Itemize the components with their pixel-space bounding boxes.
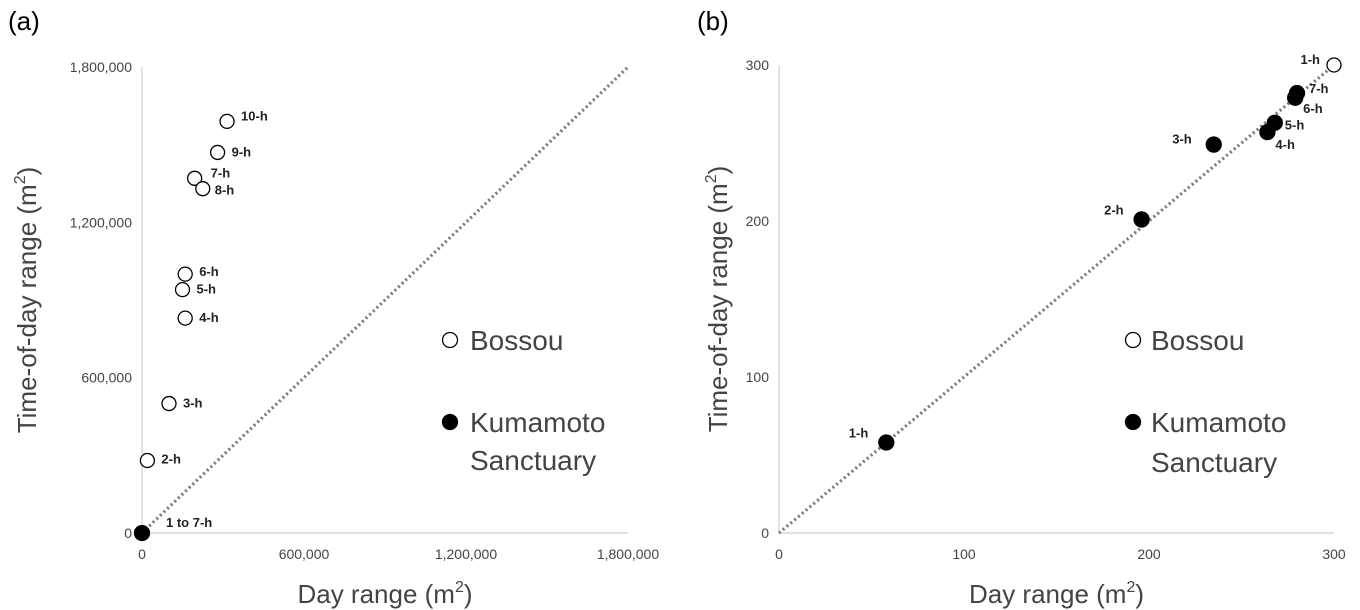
y-axis-title: Time-of-day range (m2) — [703, 166, 733, 433]
point-label: 8-h — [215, 183, 235, 198]
x-tick-label: 300 — [1322, 546, 1346, 562]
legend-marker-open — [441, 331, 459, 349]
legend: Bossou Kumamoto Sanctuary — [1124, 325, 1286, 478]
legend-label: Bossou — [470, 325, 563, 356]
reference-line — [140, 65, 630, 535]
data-point-open — [1326, 57, 1342, 73]
data-point-open — [195, 181, 211, 197]
legend-marker-open — [1124, 331, 1142, 349]
point-label: 3-h — [183, 396, 203, 411]
y-tick-label: 300 — [746, 57, 770, 73]
x-tick-label: 600,000 — [279, 546, 330, 562]
panel-label: (a) — [8, 6, 40, 36]
data-point-filled — [1205, 136, 1222, 153]
x-tick-label: 1,200,000 — [435, 546, 497, 562]
data-point-open — [174, 281, 191, 298]
panel-a: (a) 0 600,000 1,200,000 1,800,000 0 600,000 1,2… — [8, 6, 659, 609]
point-label: 10-h — [241, 108, 268, 123]
x-tick-label: 0 — [138, 546, 146, 562]
x-tick-label: 100 — [952, 546, 976, 562]
point-label: 1-h — [1301, 52, 1321, 67]
x-axis-title: Day range (m2) — [297, 579, 472, 609]
point-label: 7-h — [1309, 81, 1329, 96]
y-tick-label: 1,200,000 — [70, 214, 132, 230]
legend-label: Kumamoto Sanctuary — [470, 407, 605, 476]
point-label: 5-h — [197, 282, 217, 297]
data-point-open — [209, 144, 226, 161]
y-tick-label: 0 — [124, 525, 132, 541]
data-point-open — [161, 395, 177, 412]
panel-label: (b) — [697, 6, 729, 36]
data-point-filled — [878, 434, 895, 451]
point-label: 7-h — [211, 165, 231, 180]
point-label: 4-h — [199, 310, 219, 325]
reference-line — [777, 63, 1336, 535]
x-tick-label: 1,800,000 — [597, 546, 659, 562]
legend-label: Bossou — [1151, 325, 1244, 356]
point-label: 2-h — [161, 452, 181, 467]
point-label: 9-h — [232, 144, 252, 159]
panel-b: (b) 0 100 200 300 0 100 200 300 Day range (m2) Tim… — [697, 6, 1346, 609]
legend-label: Kumamoto Sanctuary — [1151, 407, 1286, 478]
point-label: 2-h — [1104, 202, 1124, 217]
y-axis-title: Time-of-day range (m2) — [12, 167, 42, 434]
data-point-open — [186, 170, 203, 186]
point-label: 4-h — [1275, 137, 1295, 152]
x-tick-label: 0 — [775, 546, 783, 562]
x-axis-title: Day range (m2) — [969, 579, 1144, 609]
y-tick-label: 600,000 — [81, 370, 132, 386]
y-tick-label: 100 — [746, 369, 770, 385]
data-point-open — [219, 113, 235, 130]
legend-marker-filled — [441, 413, 459, 431]
legend: Bossou Kumamoto Sanctuary — [441, 325, 605, 476]
data-point-filled — [133, 524, 151, 542]
y-tick-label: 200 — [746, 213, 770, 229]
data-point-open — [177, 266, 193, 282]
point-label: 1 to 7-h — [166, 515, 212, 530]
point-label: 1-h — [849, 426, 869, 441]
data-point-open — [139, 452, 156, 469]
point-label: 6-h — [199, 264, 219, 279]
data-point-filled — [1266, 114, 1283, 131]
y-tick-label: 0 — [761, 525, 769, 541]
point-label: 3-h — [1172, 132, 1192, 147]
point-label: 6-h — [1303, 101, 1323, 116]
x-tick-label: 200 — [1137, 546, 1161, 562]
legend-marker-filled — [1124, 413, 1142, 431]
data-point-filled — [1288, 84, 1306, 102]
data-point-filled — [1133, 211, 1150, 228]
point-label: 5-h — [1285, 118, 1305, 133]
data-point-open — [177, 310, 193, 326]
y-tick-label: 1,800,000 — [70, 59, 132, 75]
